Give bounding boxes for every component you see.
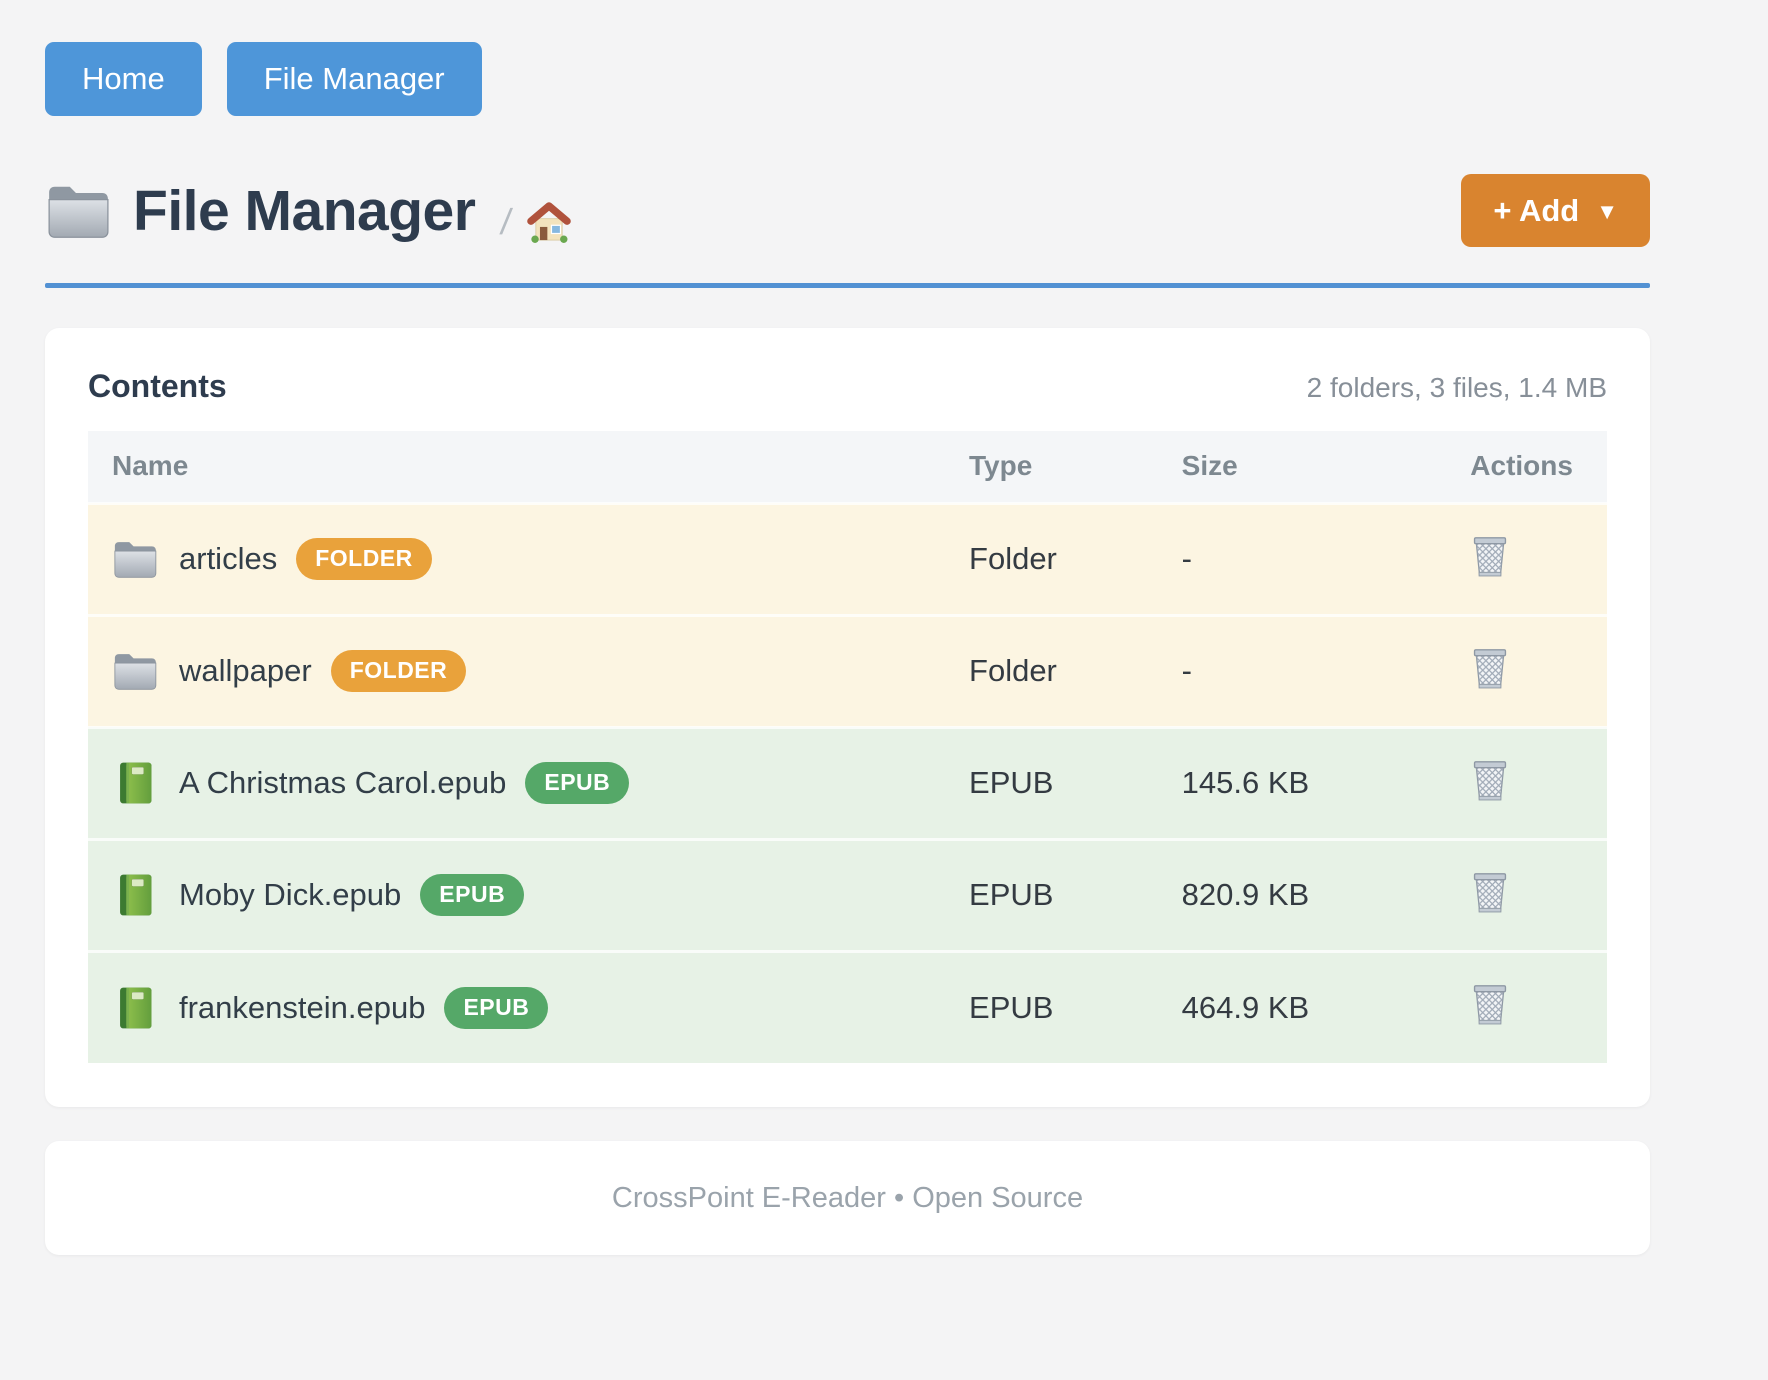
type-cell: EPUB	[969, 727, 1182, 839]
file-name-link[interactable]: wallpaper FOLDER	[112, 649, 969, 693]
add-button[interactable]: + Add ▼	[1461, 174, 1650, 247]
green-book-icon	[112, 986, 158, 1030]
type-badge: EPUB	[420, 874, 525, 916]
file-name: articles	[179, 541, 278, 576]
size-cell: -	[1181, 503, 1471, 615]
page: Home File Manager File Manager / + Add ▼…	[45, 42, 1650, 1255]
file-name-link[interactable]: frankenstein.epub EPUB	[112, 986, 969, 1030]
nav-file-manager-button[interactable]: File Manager	[226, 42, 482, 116]
breadcrumb-separator: /	[498, 200, 515, 242]
trash-icon	[1470, 980, 1510, 1027]
table-row: articles FOLDER Folder -	[88, 503, 1607, 615]
size-cell: 145.6 KB	[1181, 727, 1471, 839]
title-wrap: File Manager /	[45, 178, 572, 244]
footer-card: CrossPoint E-Reader • Open Source	[45, 1141, 1650, 1255]
file-name: wallpaper	[179, 653, 312, 688]
table-row: Moby Dick.epub EPUB EPUB 820.9 KB	[88, 839, 1607, 951]
delete-button[interactable]	[1470, 756, 1510, 803]
top-nav: Home File Manager	[45, 42, 1650, 116]
contents-card: Contents 2 folders, 3 files, 1.4 MB Name…	[45, 328, 1650, 1107]
type-badge: EPUB	[525, 762, 630, 804]
type-cell: Folder	[969, 503, 1182, 615]
type-badge: FOLDER	[330, 650, 467, 692]
table-row: wallpaper FOLDER Folder -	[88, 615, 1607, 727]
breadcrumb-home-link[interactable]	[526, 200, 572, 244]
table-row: A Christmas Carol.epub EPUB EPUB 145.6 K…	[88, 727, 1607, 839]
contents-summary: 2 folders, 3 files, 1.4 MB	[1306, 372, 1607, 403]
house-icon	[526, 200, 572, 244]
size-cell: 464.9 KB	[1181, 951, 1471, 1063]
trash-icon	[1470, 756, 1510, 803]
type-cell: Folder	[969, 615, 1182, 727]
column-header-actions: Actions	[1470, 431, 1607, 503]
file-name: frankenstein.epub	[179, 989, 426, 1025]
contents-table-body: articles FOLDER Folder - wallpaper FOLDE…	[88, 503, 1607, 1063]
add-button-label: + Add	[1493, 192, 1580, 228]
folder-icon	[112, 649, 158, 693]
table-header-row: Name Type Size Actions	[88, 431, 1607, 503]
folder-icon	[112, 537, 158, 581]
table-row: frankenstein.epub EPUB EPUB 464.9 KB	[88, 951, 1607, 1063]
trash-icon	[1470, 532, 1510, 579]
column-header-size: Size	[1181, 431, 1471, 503]
delete-button[interactable]	[1470, 868, 1510, 915]
delete-button[interactable]	[1470, 532, 1510, 579]
file-name: Moby Dick.epub	[179, 877, 402, 912]
footer-text: CrossPoint E-Reader • Open Source	[611, 1181, 1084, 1214]
folder-icon	[45, 181, 111, 241]
green-book-icon	[112, 761, 158, 805]
type-badge: EPUB	[444, 986, 549, 1029]
chevron-down-icon: ▼	[1596, 199, 1618, 224]
delete-button[interactable]	[1470, 644, 1510, 691]
file-name-link[interactable]: articles FOLDER	[112, 537, 969, 581]
file-name-link[interactable]: Moby Dick.epub EPUB	[112, 873, 969, 917]
column-header-name: Name	[88, 431, 970, 503]
page-header: File Manager / + Add ▼	[45, 174, 1650, 247]
column-header-type: Type	[969, 431, 1182, 503]
nav-home-button[interactable]: Home	[45, 42, 202, 116]
type-badge: FOLDER	[296, 538, 432, 580]
contents-card-header: Contents 2 folders, 3 files, 1.4 MB	[88, 368, 1607, 405]
green-book-icon	[112, 873, 158, 917]
breadcrumb: /	[498, 200, 572, 244]
contents-title: Contents	[88, 368, 227, 404]
page-title: File Manager	[133, 178, 476, 243]
size-cell: 820.9 KB	[1181, 839, 1471, 951]
size-cell: -	[1181, 615, 1471, 727]
delete-button[interactable]	[1470, 980, 1510, 1027]
file-table: Name Type Size Actions articles FOLDER F…	[88, 431, 1607, 1063]
trash-icon	[1470, 644, 1510, 691]
type-cell: EPUB	[969, 839, 1182, 951]
trash-icon	[1470, 868, 1510, 915]
type-cell: EPUB	[969, 951, 1182, 1063]
file-name: A Christmas Carol.epub	[179, 765, 507, 800]
file-name-link[interactable]: A Christmas Carol.epub EPUB	[112, 761, 969, 805]
header-divider	[45, 283, 1650, 288]
